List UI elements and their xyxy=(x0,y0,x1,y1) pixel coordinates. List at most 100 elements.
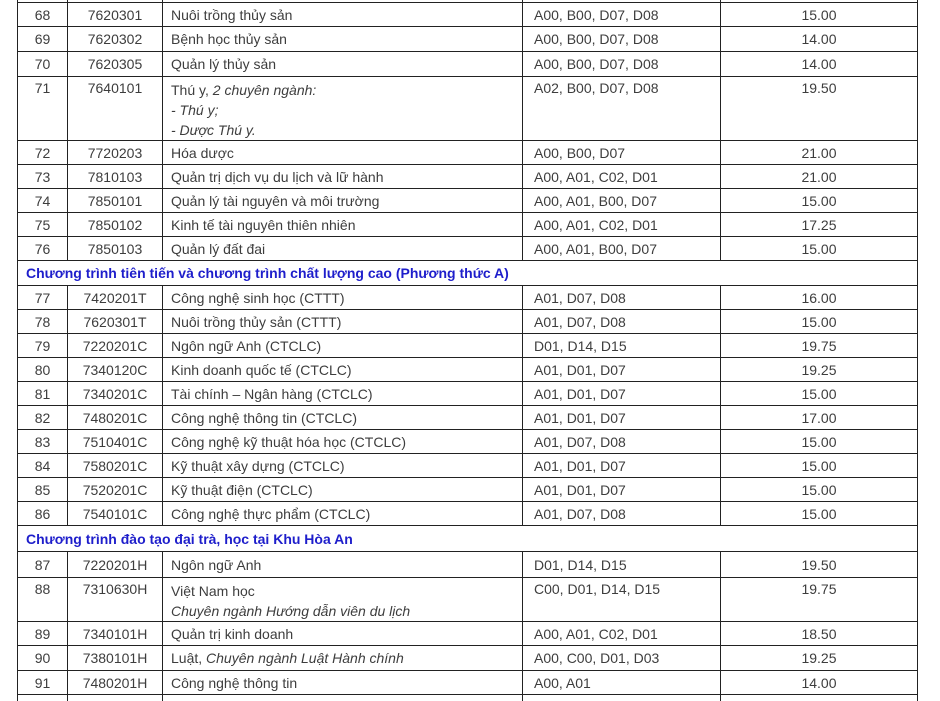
code-cell: 7620301T xyxy=(68,310,163,334)
program-name-line: Hóa dược xyxy=(171,145,522,161)
row-number-cell: 79 xyxy=(18,334,68,358)
combos-cell: A00, B00, D07, D08 xyxy=(523,3,721,27)
program-name-line: Nuôi trồng thủy sản xyxy=(171,7,522,23)
program-name-line: Quản lý tài nguyên và môi trường xyxy=(171,193,522,209)
program-name-cell: Ngôn ngữ Anh xyxy=(163,552,523,578)
combos-cell: A00, A01, C02, D01 xyxy=(523,165,721,189)
code-cell: 7520201C xyxy=(68,478,163,502)
combos-cell: D01, D14, D15 xyxy=(523,334,721,358)
row-number-cell: 68 xyxy=(18,3,68,27)
code-cell: 7420201T xyxy=(68,286,163,310)
program-name-line: Quản lý đất đai xyxy=(171,241,522,257)
code-cell: 7510401C xyxy=(68,430,163,454)
program-name-cell: Quản lý đất đai xyxy=(163,237,523,261)
combos-cell: A00, B00, D07 xyxy=(523,141,721,165)
program-name-line: Bệnh học thủy sản xyxy=(171,31,522,47)
program-name-line: Ngôn ngữ Anh (CTCLC) xyxy=(171,338,522,354)
program-name-cell: Công nghệ kỹ thuật hóa học (CTCLC) xyxy=(163,430,523,454)
code-cell: 7310630H xyxy=(68,578,163,622)
score-cell: 15.00 xyxy=(721,237,918,261)
program-name-cell: Công nghệ thông tin (CTCLC) xyxy=(163,406,523,430)
program-name-cell: Quản lý thủy sản xyxy=(163,52,523,77)
program-name-line: Quản lý thủy sản xyxy=(171,56,522,72)
program-name-cell: Ngôn ngữ Anh (CTCLC) xyxy=(163,334,523,358)
section-header-row: Chương trình tiên tiến và chương trình c… xyxy=(18,261,918,286)
score-cell: 19.25 xyxy=(721,646,918,671)
program-name-line: Công nghệ thực phẩm (CTCLC) xyxy=(171,506,522,522)
program-name-line: Chuyên ngành Hướng dẫn viên du lịch xyxy=(171,601,522,621)
combos-cell: D01, D14, D15 xyxy=(523,552,721,578)
program-name-cell: Hóa dược xyxy=(163,141,523,165)
combos-cell: A01, D07, D08 xyxy=(523,502,721,526)
program-name-line: - Thú y; xyxy=(171,100,522,120)
row-number-cell: 85 xyxy=(18,478,68,502)
program-name-cell: Kỹ thuật điện (CTCLC) xyxy=(163,478,523,502)
score-cell: 19.75 xyxy=(721,578,918,622)
code-cell: 7580201C xyxy=(68,454,163,478)
row-number-cell: 71 xyxy=(18,77,68,141)
code-cell: 7340120C xyxy=(68,358,163,382)
program-name-line: Kỹ thuật xây dựng (CTCLC) xyxy=(171,458,522,474)
combos-cell: A02, B00, D07, D08 xyxy=(523,77,721,141)
code-cell: 7380101H xyxy=(68,646,163,671)
row-number-cell: 80 xyxy=(18,358,68,382)
score-cell: 21.00 xyxy=(721,165,918,189)
program-name-cell: Bệnh học thủy sản xyxy=(163,27,523,52)
row-number-cell: 89 xyxy=(18,622,68,646)
score-cell: 15.00 xyxy=(721,478,918,502)
program-name-line: Ngôn ngữ Anh xyxy=(171,557,522,573)
row-number-cell: 69 xyxy=(18,27,68,52)
combos-cell: A00, B00, D07, D08 xyxy=(523,27,721,52)
score-cell: 14.00 xyxy=(721,671,918,695)
score-cell: 15.00 xyxy=(721,502,918,526)
program-name-line: Công nghệ thông tin (CTCLC) xyxy=(171,410,522,426)
program-name-line: Kinh tế tài nguyên thiên nhiên xyxy=(171,217,522,233)
row-number-cell: 73 xyxy=(18,165,68,189)
clipped-cell xyxy=(523,695,721,701)
code-cell: 7620301 xyxy=(68,3,163,27)
row-number-cell: 78 xyxy=(18,310,68,334)
code-cell: 7720203 xyxy=(68,141,163,165)
combos-cell: A00, A01, C02, D01 xyxy=(523,213,721,237)
program-name-line: Kinh doanh quốc tế (CTCLC) xyxy=(171,362,522,378)
program-name-line: Công nghệ kỹ thuật hóa học (CTCLC) xyxy=(171,434,522,450)
program-name-line: Việt Nam học xyxy=(171,581,522,601)
program-name-line: Nuôi trồng thủy sản (CTTT) xyxy=(171,314,522,330)
clipped-row-bottom xyxy=(18,695,918,701)
row-number-cell: 75 xyxy=(18,213,68,237)
program-name-line: Công nghệ sinh học (CTTT) xyxy=(171,290,522,306)
program-name-line: Luật, Chuyên ngành Luật Hành chính xyxy=(171,650,522,666)
row-number-cell: 88 xyxy=(18,578,68,622)
code-cell: 7620305 xyxy=(68,52,163,77)
combos-cell: A01, D07, D08 xyxy=(523,310,721,334)
code-cell: 7620302 xyxy=(68,27,163,52)
combos-cell: A00, A01, B00, D07 xyxy=(523,189,721,213)
row-number-cell: 74 xyxy=(18,189,68,213)
program-name-line: Quản trị dịch vụ du lịch và lữ hành xyxy=(171,169,522,185)
combos-cell: A00, A01 xyxy=(523,671,721,695)
clipped-cell xyxy=(721,695,918,701)
row-number-cell: 72 xyxy=(18,141,68,165)
score-cell: 15.00 xyxy=(721,3,918,27)
program-name-cell: Kỹ thuật xây dựng (CTCLC) xyxy=(163,454,523,478)
code-cell: 7340201C xyxy=(68,382,163,406)
code-cell: 7640101 xyxy=(68,77,163,141)
program-name-line: Quản trị kinh doanh xyxy=(171,626,522,642)
program-name-line: - Dược Thú y. xyxy=(171,120,522,140)
program-name-line: Công nghệ thông tin xyxy=(171,675,522,691)
row-number-cell: 81 xyxy=(18,382,68,406)
code-cell: 7220201C xyxy=(68,334,163,358)
